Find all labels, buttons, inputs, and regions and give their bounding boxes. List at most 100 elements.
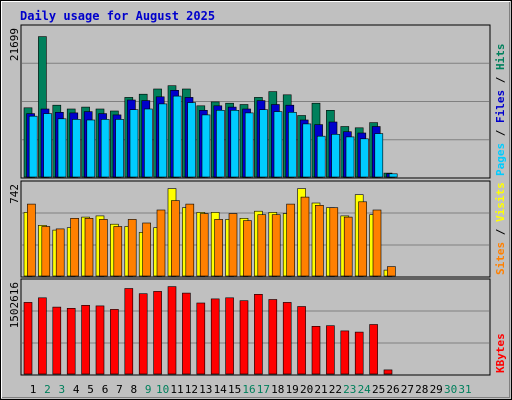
bar-kbytes-day-20: [297, 306, 306, 375]
x-tick-label: 8: [130, 383, 137, 396]
bar-kbytes-day-23: [340, 330, 350, 375]
bar-sites-day-7: [113, 226, 123, 277]
x-tick-label: 1: [30, 383, 37, 396]
x-tick-label: 24: [358, 383, 372, 396]
x-tick-label: 21: [314, 383, 327, 396]
bar-kbytes-day-8: [124, 288, 134, 375]
bar-sites-day-1: [27, 203, 36, 277]
bar-kbytes-day-13: [196, 302, 206, 375]
x-tick-label: 2: [44, 383, 51, 396]
bar-kbytes-day-1: [23, 302, 33, 375]
bar-pages-day-14: [216, 110, 225, 178]
bar-kbytes-day-21: [311, 325, 321, 375]
bar-sites-day-21: [315, 205, 324, 277]
x-tick-label: 16: [242, 383, 255, 396]
bar-pages-day-15: [230, 110, 240, 178]
x-axis-labels: 1 2 3 4 5 6 7 8 9 10 11 12 13 14 15 16 17 18 19 20 21 22 23 24 2…: [30, 383, 472, 396]
legend-part: Files: [494, 90, 507, 123]
bar-sites-day-9: [142, 222, 151, 277]
panel-bottom-max-label: 1502616: [8, 282, 21, 328]
bar-pages-day-3: [57, 118, 67, 178]
bar-pages-day-10: [158, 103, 168, 178]
bar-sites-day-18: [271, 214, 281, 277]
panel-middle-legend: Sites / Visits: [494, 182, 507, 275]
bar-sites-day-19: [286, 203, 295, 277]
bar-sites-day-6: [99, 219, 108, 277]
bar-sites-day-25: [372, 209, 382, 277]
bar-sites-day-15: [228, 213, 238, 277]
panel-top: 21699 Pages / Files / Hits: [8, 24, 507, 179]
x-tick-label: 27: [401, 383, 414, 396]
bar-pages-day-25: [374, 133, 384, 178]
bar-pages-day-24: [360, 138, 369, 178]
panel-top-legend: Pages / Files / Hits: [494, 44, 507, 177]
x-tick-label: 31: [458, 383, 471, 396]
bar-pages-day-4: [72, 119, 81, 178]
bar-kbytes-day-7: [110, 309, 119, 375]
bar-pages-day-12: [187, 102, 196, 178]
bar-sites-day-5: [84, 218, 94, 277]
legend-part: /: [494, 222, 507, 242]
x-tick-label: 17: [257, 383, 270, 396]
bar-pages-day-13: [201, 114, 211, 178]
panel-bottom-legend: KBytes: [494, 333, 507, 373]
x-tick-label: 5: [87, 383, 94, 396]
x-tick-label: 19: [286, 383, 299, 396]
bar-kbytes-day-17: [254, 293, 263, 375]
chart-panels: 21699 Pages / Files / Hits 742 Sites / Visi…: [8, 24, 507, 376]
x-tick-label: 13: [199, 383, 212, 396]
x-tick-label: 11: [170, 383, 183, 396]
legend-part: /: [494, 70, 507, 90]
x-tick-label: 22: [329, 383, 342, 396]
bar-pages-day-22: [331, 134, 340, 178]
panel-middle: 742 Sites / Visits: [8, 180, 507, 278]
bar-pages-day-2: [43, 113, 52, 178]
x-tick-label: 14: [214, 383, 228, 396]
bar-sites-day-13: [199, 213, 209, 277]
x-tick-label: 29: [430, 383, 443, 396]
bar-pages-day-19: [288, 112, 297, 178]
legend-part: /: [494, 123, 507, 143]
legend-part: KBytes: [494, 333, 507, 373]
bar-kbytes-day-24: [354, 331, 364, 375]
bar-pages-day-7: [115, 119, 124, 178]
legend-part: Visits: [494, 182, 507, 222]
bar-pages-day-5: [86, 119, 96, 178]
legend-part: Sites: [494, 242, 507, 275]
x-tick-label: 10: [156, 383, 169, 396]
bar-kbytes-day-9: [138, 293, 148, 375]
bar-kbytes-day-10: [153, 291, 162, 375]
bar-pages-day-23: [345, 136, 355, 178]
bar-kbytes-day-19: [282, 302, 292, 375]
bar-pages-day-20: [302, 123, 312, 178]
x-tick-label: 15: [228, 383, 241, 396]
bar-kbytes-day-11: [167, 286, 177, 375]
x-tick-label: 23: [343, 383, 356, 396]
x-tick-label: 30: [444, 383, 457, 396]
x-tick-label: 12: [185, 383, 198, 396]
bar-kbytes-day-15: [225, 297, 234, 375]
bar-sites-day-24: [358, 201, 367, 277]
x-tick-label: 18: [271, 383, 284, 396]
x-tick-label: 9: [145, 383, 152, 396]
bar-pages-day-9: [144, 108, 153, 178]
bar-sites-day-22: [329, 207, 339, 277]
x-tick-label: 4: [73, 383, 80, 396]
bar-sites-day-4: [70, 218, 79, 277]
bar-pages-day-17: [259, 109, 268, 178]
bar-sites-day-10: [156, 209, 166, 277]
panel-bottom: 1502616 KBytes: [8, 278, 507, 376]
x-tick-label: 20: [300, 383, 313, 396]
bar-pages-day-1: [28, 115, 38, 178]
bar-sites-day-16: [243, 220, 252, 277]
legend-part: Hits: [494, 44, 507, 71]
bar-kbytes-day-26: [383, 369, 393, 375]
x-tick-label: 7: [116, 383, 123, 396]
bar-kbytes-day-4: [66, 307, 76, 375]
x-tick-label: 6: [102, 383, 109, 396]
bar-sites-day-20: [300, 196, 310, 277]
bar-sites-day-23: [343, 216, 353, 277]
bar-pages-day-16: [244, 112, 254, 178]
bar-kbytes-day-16: [239, 300, 249, 375]
